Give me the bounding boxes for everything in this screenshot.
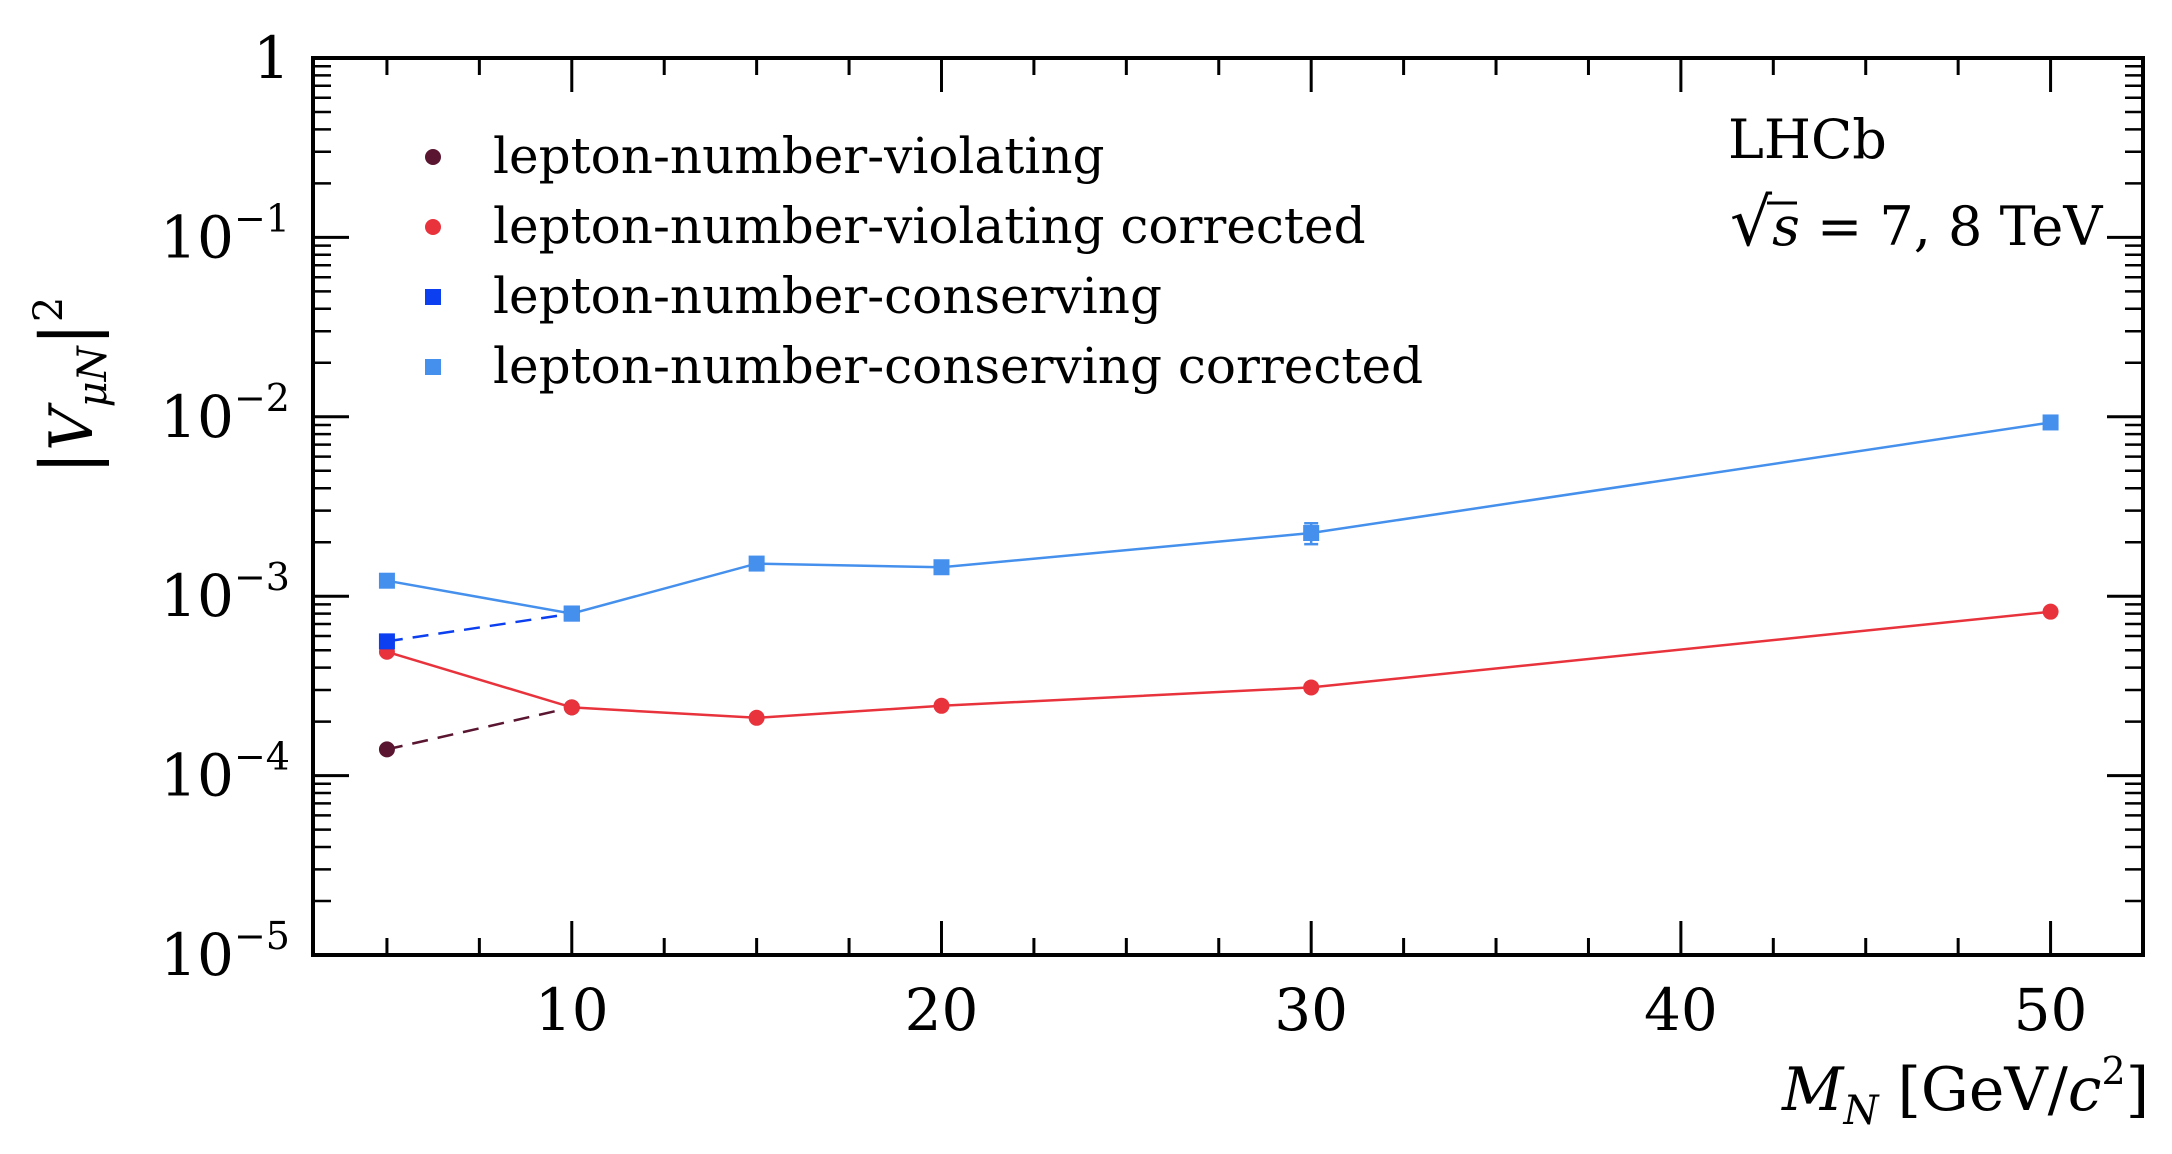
y-axis-symbol-sub: μN: [70, 344, 116, 407]
y-tick-label-base: 10: [160, 562, 234, 630]
ticks-layer: [313, 56, 2143, 957]
x-axis-unit-power: 2: [2102, 1049, 2126, 1093]
legend-label: lepton-number-conserving corrected: [493, 337, 1423, 395]
data-point-square: [563, 605, 580, 622]
annotation-sqrt-sign: √: [1730, 184, 1773, 261]
x-axis-unit-close: ]: [2126, 1055, 2149, 1125]
series-line-0: [386, 706, 573, 751]
annotation: LHCb √s = 7, 8 TeV: [1728, 108, 2103, 261]
annotation-energy: √s = 7, 8 TeV: [1730, 184, 2103, 261]
y-tick-label: 10−5: [160, 914, 290, 989]
legend-marker-square: [425, 359, 441, 375]
series-line-1: [386, 610, 2051, 720]
y-tick-labels: 110−110−210−310−410−5: [160, 24, 290, 989]
y-tick-label-exponent: −4: [234, 735, 290, 779]
legend-label: lepton-number-conserving: [493, 267, 1162, 325]
y-tick-label: 10−2: [160, 376, 290, 451]
x-axis-unit-open: [GeV/: [1878, 1055, 2068, 1125]
y-axis-bar-right: |: [25, 322, 109, 346]
x-tick-labels: 10 20 30 40 50: [535, 976, 2088, 1044]
x-axis-label: MN [GeV/c2]: [1781, 1049, 2149, 1134]
y-axis-label: |VμN|2: [25, 297, 116, 475]
y-axis-bar-left: |: [25, 451, 109, 475]
data-point-circle: [1303, 679, 1320, 696]
legend-label: lepton-number-violating corrected: [493, 197, 1366, 255]
y-tick-label-exponent: −2: [234, 376, 290, 420]
y-tick-label-exponent: −1: [234, 196, 290, 240]
y-tick-label: 10−4: [160, 735, 290, 810]
series-line-2: [386, 612, 572, 643]
y-tick-label: 10−1: [160, 196, 290, 271]
data-point-square: [378, 572, 395, 589]
x-axis-symbol: M: [1781, 1055, 1845, 1125]
legend-marker-circle: [425, 149, 441, 165]
y-tick-label-base: 10: [160, 921, 234, 989]
legend-label: lepton-number-violating: [493, 127, 1105, 185]
data-point-circle: [563, 699, 580, 716]
series-line-3: [386, 421, 2051, 615]
y-tick-label: 1: [253, 24, 290, 92]
y-tick-label-base: 10: [160, 203, 234, 271]
y-axis-power: 2: [26, 297, 72, 322]
x-tick-label: 40: [1644, 976, 1718, 1044]
series-markers: [378, 414, 2059, 758]
legend: lepton-number-violating lepton-number-vio…: [425, 127, 1423, 395]
annotation-s: s: [1772, 195, 1800, 258]
x-tick-label: 20: [905, 976, 979, 1044]
y-tick-label-exponent: −5: [234, 914, 290, 958]
plot-frame: [311, 56, 2145, 957]
x-axis-symbol-sub: N: [1842, 1088, 1880, 1134]
y-axis-title: |VμN|2: [25, 297, 116, 475]
legend-marker-circle: [425, 219, 441, 235]
data-point-circle: [933, 697, 950, 714]
x-axis-title: MN [GeV/c2]: [1781, 1049, 2149, 1134]
data-point-circle: [2042, 603, 2059, 620]
y-axis-symbol: V: [37, 402, 107, 451]
y-tick-label: 10−3: [160, 555, 290, 630]
y-tick-label-exponent: −3: [234, 555, 290, 599]
annotation-energy-value: = 7, 8 TeV: [1800, 195, 2104, 258]
annotation-experiment: LHCb: [1728, 108, 1887, 171]
data-point-square: [378, 633, 395, 650]
x-tick-label: 10: [535, 976, 609, 1044]
data-point-circle: [748, 709, 765, 726]
data-point-square: [2042, 414, 2059, 431]
data-point-circle: [378, 741, 395, 758]
y-tick-label-base: 10: [160, 383, 234, 451]
legend-marker-square: [425, 289, 441, 305]
series-lines: [386, 421, 2051, 751]
data-point-square: [1303, 525, 1320, 542]
x-tick-label: 50: [2014, 976, 2088, 1044]
data-point-square: [748, 555, 765, 572]
x-tick-label: 30: [1274, 976, 1348, 1044]
x-axis-unit-c: c: [2068, 1055, 2102, 1125]
data-point-square: [933, 559, 950, 576]
y-tick-label-base: 10: [160, 742, 234, 810]
